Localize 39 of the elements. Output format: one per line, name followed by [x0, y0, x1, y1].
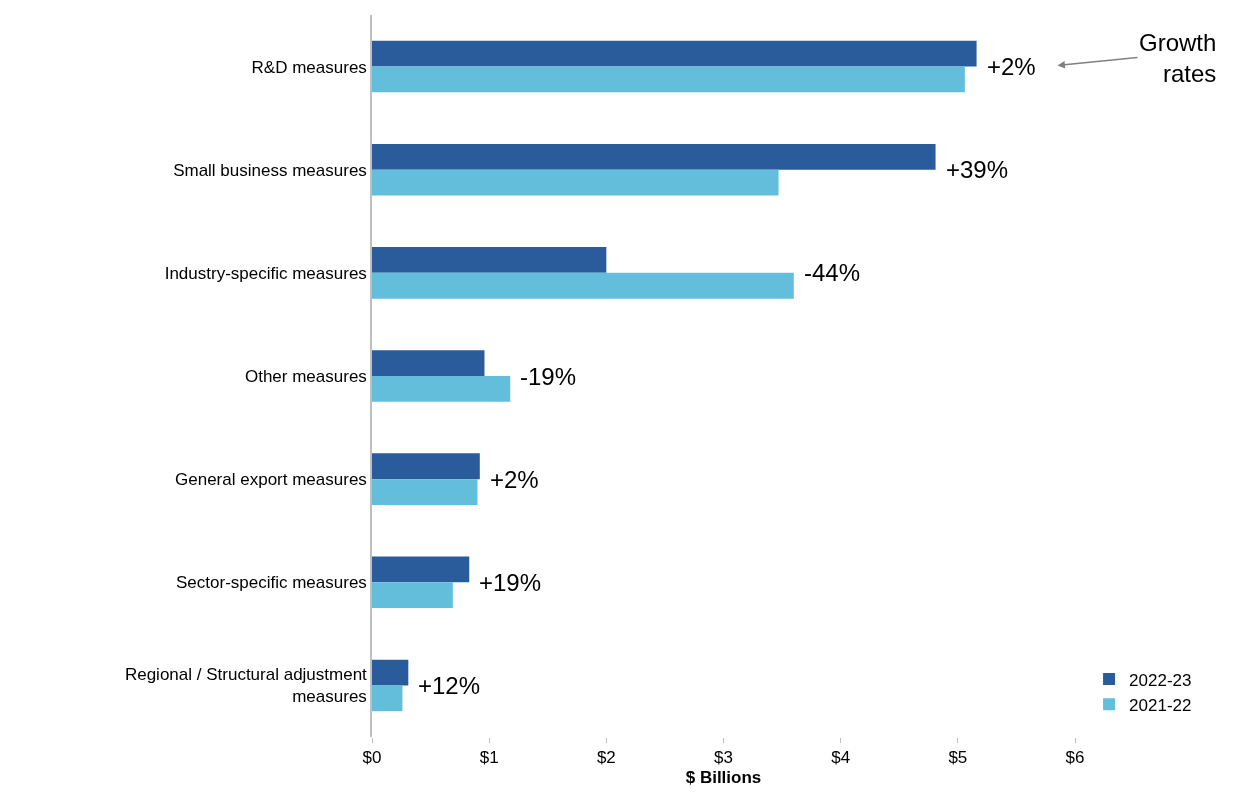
annotation: +12%	[418, 672, 481, 699]
annotation: -19%	[520, 363, 577, 390]
annotation: +2%	[490, 466, 539, 493]
bar	[372, 376, 511, 402]
x-axis-title: $ Billions	[685, 767, 762, 787]
bar	[372, 453, 480, 480]
bar	[372, 66, 965, 93]
x-tick-label: $6	[1065, 748, 1085, 768]
bar	[372, 479, 478, 505]
bar	[372, 556, 470, 583]
bar	[372, 272, 794, 299]
x-tick-label: $0	[362, 748, 382, 768]
bar	[372, 169, 779, 196]
annotation: -44%	[804, 259, 861, 286]
bar	[372, 40, 977, 67]
y-tick-label: Industry-specific measures	[164, 263, 367, 283]
bar	[372, 143, 936, 170]
y-tick-label: Regional / Structural adjustment measures	[124, 665, 368, 707]
legend-label: 2021-22	[1129, 695, 1192, 715]
y-tick-label: Other measures	[244, 366, 367, 386]
annotation: +39%	[946, 156, 1009, 183]
x-tick-label: $5	[948, 748, 968, 768]
y-tick-label: Sector-specific measures	[176, 573, 367, 593]
annotation: +19%	[479, 569, 542, 596]
bar	[372, 350, 485, 376]
x-tick-label: $4	[831, 748, 851, 768]
x-tick-label: $2	[596, 748, 616, 768]
x-tick-label: $3	[714, 748, 733, 768]
bar	[372, 582, 453, 609]
y-tick-label: General export measures	[175, 470, 367, 490]
y-tick-label: R&D measures	[251, 57, 367, 77]
bar	[372, 685, 403, 712]
y-tick-label: Small business measures	[173, 160, 367, 180]
bar	[372, 659, 409, 686]
text: Growth rates	[1139, 29, 1217, 88]
bar	[372, 247, 607, 273]
x-tick-label: $1	[479, 748, 499, 768]
annotation: +2%	[987, 53, 1036, 80]
legend-label: 2022-23	[1129, 670, 1192, 690]
